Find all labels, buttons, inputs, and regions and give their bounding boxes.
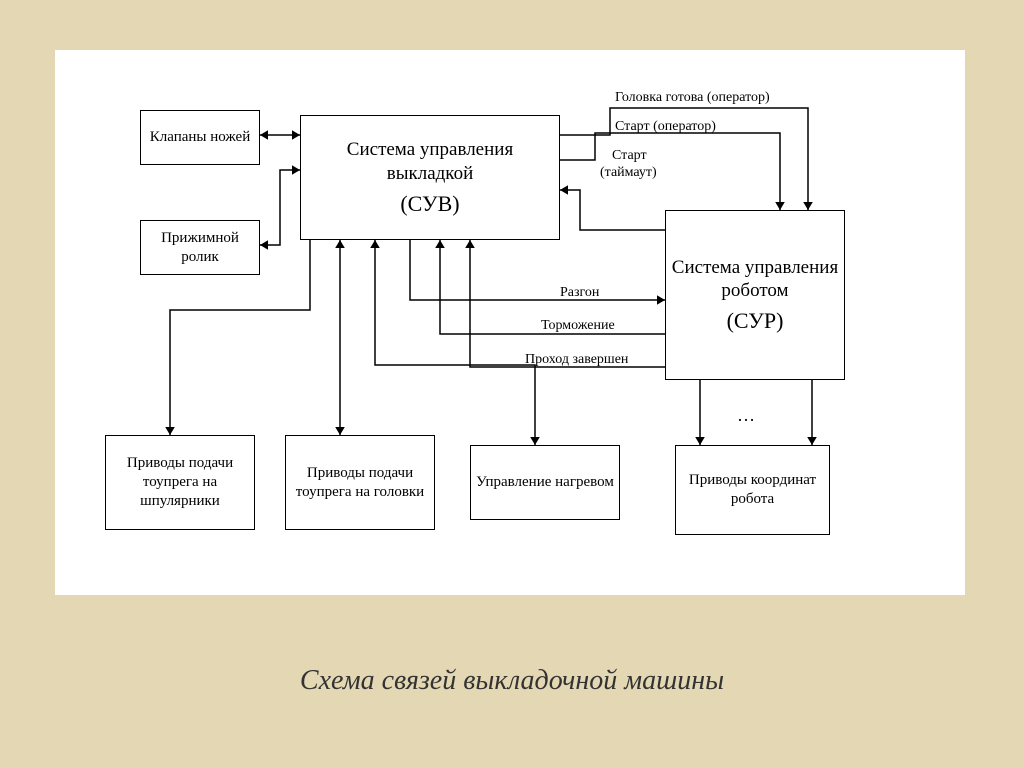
edge-label-tormoz: Торможение xyxy=(541,318,615,334)
node-sur-sublabel: (СУР) xyxy=(670,307,840,335)
node-sur: Система управления роботом (СУР) xyxy=(665,210,845,380)
edge-label-start_op: Старт (оператор) xyxy=(615,119,716,135)
node-suv: Система управления выкладкой (СУВ) xyxy=(300,115,560,240)
node-heat: Управление нагревом xyxy=(470,445,620,520)
node-knives: Клапаны ножей xyxy=(140,110,260,165)
node-coords: Приводы координат робота xyxy=(675,445,830,535)
edge-label-razgon: Разгон xyxy=(560,285,599,301)
node-sur-label: Система управления роботом xyxy=(670,256,840,304)
node-roller: Прижимной ролик xyxy=(140,220,260,275)
edge-label-prohod: Проход завершен xyxy=(525,352,628,368)
edge-label-start_to: Старт xyxy=(612,148,647,164)
edge-label-timeout: (таймаут) xyxy=(600,165,657,181)
caption: Схема связей выкладочной машины xyxy=(0,665,1024,697)
ellipsis: … xyxy=(737,405,755,426)
node-drive1: Приводы подачи тоупрега на шпулярники xyxy=(105,435,255,530)
edge-label-head_ready: Головка готова (оператор) xyxy=(615,90,770,106)
node-suv-sublabel: (СУВ) xyxy=(305,190,555,218)
node-suv-label: Система управления выкладкой xyxy=(305,138,555,186)
node-drive2: Приводы подачи тоупрега на головки xyxy=(285,435,435,530)
page-root: Клапаны ножей Прижимной ролик Система упра… xyxy=(0,0,1024,768)
